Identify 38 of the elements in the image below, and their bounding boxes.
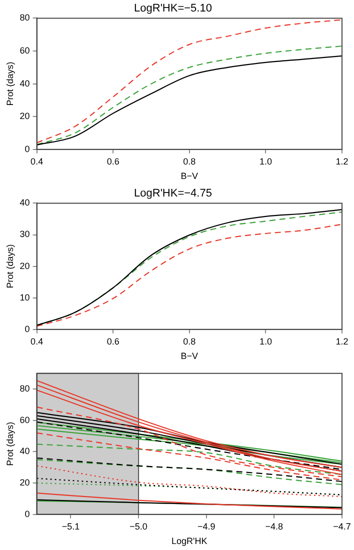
y-tick-label: 10	[20, 292, 30, 302]
y-tick-label: 30	[20, 229, 30, 240]
y-tick-label: 40	[20, 446, 30, 456]
y-tick-label: 60	[20, 414, 30, 425]
x-tick-label: 0.4	[30, 336, 44, 346]
x-tick-label: 1.2	[336, 336, 348, 346]
x-tick-label: 0.4	[30, 156, 44, 166]
x-tick-label: −4.9	[197, 521, 216, 532]
x-axis-title: B−V	[180, 171, 198, 182]
y-tick-label: 40	[20, 198, 30, 208]
y-axis-title: Prot (days)	[4, 244, 15, 288]
y-axis-title: Prot (days)	[4, 422, 15, 466]
x-tick-label: 0.6	[106, 336, 120, 346]
x-axis-title: B−V	[180, 351, 198, 362]
x-tick-label: −5.0	[130, 521, 148, 532]
x-tick-label: 0.6	[106, 156, 120, 166]
y-tick-label: 20	[20, 478, 30, 488]
chart-title: LogR'HK=−4.75	[134, 188, 212, 200]
y-tick-label: 80	[20, 12, 30, 23]
x-tick-label: 1.0	[259, 336, 272, 346]
x-axis-title: LogR'HK	[172, 536, 208, 546]
y-tick-label: 20	[20, 111, 30, 122]
y-tick-label: 40	[20, 78, 30, 88]
x-tick-label: 1.0	[259, 156, 272, 166]
x-tick-label: −4.8	[265, 521, 284, 532]
y-tick-label: 80	[20, 384, 30, 394]
x-tick-label: 0.8	[183, 336, 196, 346]
y-tick-label: 0	[24, 508, 30, 519]
y-tick-label: 0	[24, 324, 30, 334]
x-tick-label: −5.1	[62, 521, 80, 532]
x-tick-label: 0.8	[183, 156, 196, 166]
y-tick-label: 60	[20, 45, 30, 56]
y-tick-label: 20	[20, 260, 30, 271]
x-tick-label: −4.7	[333, 521, 351, 532]
x-tick-label: 1.2	[336, 156, 348, 166]
chart-title: LogR'HK=−5.10	[134, 2, 212, 15]
y-axis-title: Prot (days)	[4, 62, 15, 106]
y-tick-label: 0	[24, 144, 30, 154]
